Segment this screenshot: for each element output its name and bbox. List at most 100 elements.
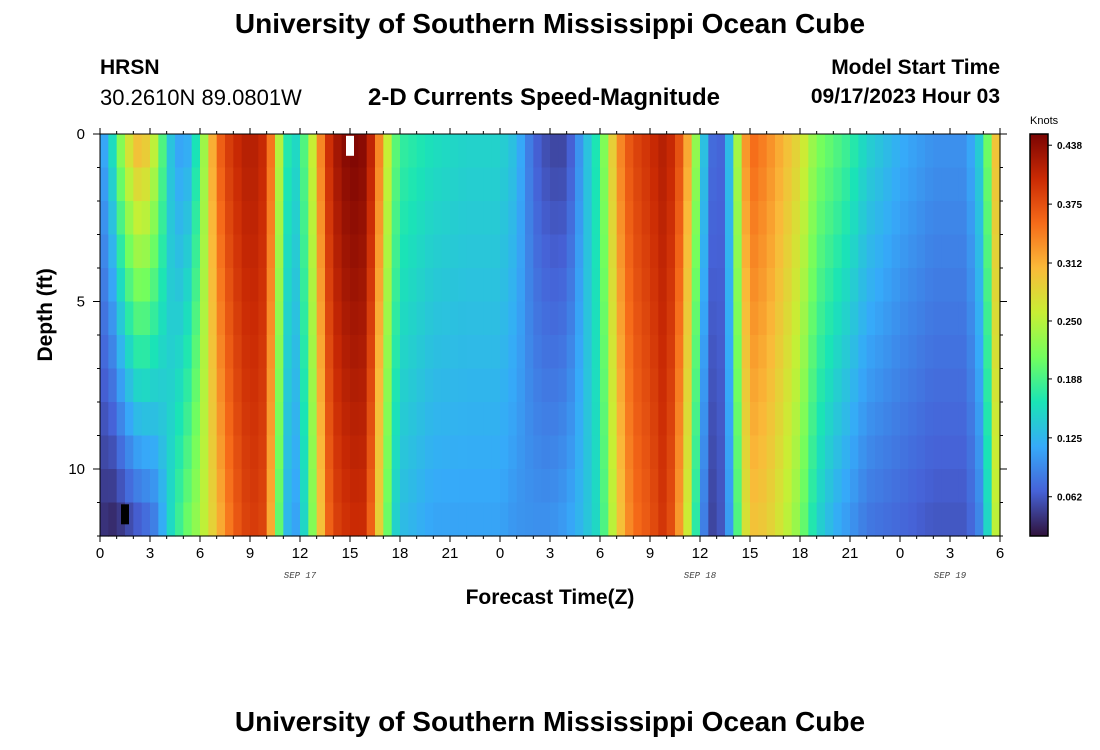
heatmap-cell — [816, 301, 826, 336]
heatmap-cell — [358, 435, 368, 470]
heatmap-cell — [975, 268, 984, 303]
heatmap-cell — [608, 134, 618, 169]
heatmap-cell — [325, 301, 334, 336]
heatmap-cell — [733, 134, 743, 169]
heatmap-cell — [541, 368, 551, 403]
colorbar-tick-label: 0.375 — [1057, 200, 1082, 211]
heatmap-cell — [600, 368, 609, 403]
heatmap-cell — [333, 435, 343, 470]
heatmap-cell — [483, 402, 493, 437]
heatmap-cell — [366, 435, 376, 470]
heatmap-cell — [883, 335, 893, 370]
heatmap-cell — [466, 368, 476, 403]
heatmap-cell — [416, 469, 426, 504]
heatmap-cell — [300, 469, 309, 504]
heatmap-cell — [975, 402, 984, 437]
heatmap-cell — [100, 502, 109, 537]
heatmap-cell — [541, 167, 551, 202]
heatmap-cell — [566, 268, 576, 303]
heatmap-cell — [141, 435, 151, 470]
heatmap-cell — [983, 234, 993, 269]
heatmap-cell — [591, 469, 601, 504]
heatmap-cell — [608, 502, 618, 537]
heatmap-cell — [975, 368, 984, 403]
heatmap-cell — [250, 134, 259, 169]
heatmap-cell — [533, 167, 543, 202]
heatmap-cell — [941, 268, 951, 303]
heatmap-cell — [950, 368, 959, 403]
heatmap-cell — [983, 201, 993, 236]
heatmap-cell — [458, 234, 468, 269]
heatmap-cell — [408, 201, 418, 236]
heatmap-cell — [416, 167, 426, 202]
heatmap-cell — [100, 134, 109, 169]
heatmap-cell — [825, 368, 834, 403]
heatmap-cell — [333, 234, 343, 269]
heatmap-cell — [233, 402, 243, 437]
heatmap-cell — [958, 502, 968, 537]
heatmap-cell — [383, 335, 393, 370]
heatmap-cell — [208, 368, 218, 403]
heatmap-cell — [258, 368, 268, 403]
heatmap-cell — [216, 469, 226, 504]
heatmap-cell — [575, 167, 584, 202]
heatmap-cell — [966, 167, 976, 202]
heatmap-cell — [416, 402, 426, 437]
heatmap-cell — [775, 201, 784, 236]
heatmap-cell — [725, 469, 734, 504]
heatmap-cell — [158, 335, 168, 370]
heatmap-cell — [200, 201, 209, 236]
heatmap-cell — [241, 234, 251, 269]
heatmap-cell — [525, 201, 534, 236]
heatmap-cell — [291, 368, 301, 403]
heatmap-cell — [158, 301, 168, 336]
heatmap-cell — [275, 469, 284, 504]
heatmap-cell — [491, 134, 501, 169]
heatmap-cell — [125, 167, 134, 202]
heatmap-cell — [500, 201, 509, 236]
heatmap-cell — [841, 167, 851, 202]
heatmap-cell — [616, 201, 626, 236]
heatmap-cell — [625, 167, 634, 202]
heatmap-cell — [158, 134, 168, 169]
heatmap-cell — [750, 234, 759, 269]
heatmap-cell — [358, 402, 368, 437]
heatmap-cell — [266, 167, 276, 202]
heatmap-cell — [533, 234, 543, 269]
heatmap-cell — [650, 234, 659, 269]
heatmap-cell — [591, 301, 601, 336]
heatmap-cell — [808, 469, 818, 504]
heatmap-cell — [766, 368, 776, 403]
heatmap-cell — [400, 167, 409, 202]
heatmap-cell — [950, 435, 959, 470]
heatmap-cell — [450, 469, 459, 504]
heatmap-cell — [825, 469, 834, 504]
x-tick-label: 9 — [646, 545, 654, 562]
heatmap-cell — [825, 167, 834, 202]
heatmap-cell — [666, 201, 676, 236]
heatmap-cell — [233, 234, 243, 269]
heatmap-cell — [858, 201, 868, 236]
heatmap-cell — [558, 469, 568, 504]
heatmap-cell — [316, 502, 326, 537]
heatmap-cell — [683, 402, 693, 437]
heatmap-cell — [233, 134, 243, 169]
heatmap-cell — [683, 268, 693, 303]
heatmap-cell — [291, 234, 301, 269]
heatmap-cell — [725, 167, 734, 202]
heatmap-cell — [550, 502, 559, 537]
heatmap-cell — [925, 502, 934, 537]
heatmap-cell — [341, 469, 351, 504]
heatmap-cell — [266, 435, 276, 470]
heatmap-cell — [633, 134, 643, 169]
heatmap-cell — [925, 234, 934, 269]
heatmap-cell — [633, 335, 643, 370]
heatmap-cell — [133, 435, 143, 470]
heatmap-cell — [625, 234, 634, 269]
heatmap-cell — [191, 368, 201, 403]
heatmap-cell — [508, 201, 518, 236]
heatmap-cell — [133, 469, 143, 504]
heatmap-cell — [208, 335, 218, 370]
heatmap-cell — [416, 234, 426, 269]
heatmap-cell — [291, 301, 301, 336]
